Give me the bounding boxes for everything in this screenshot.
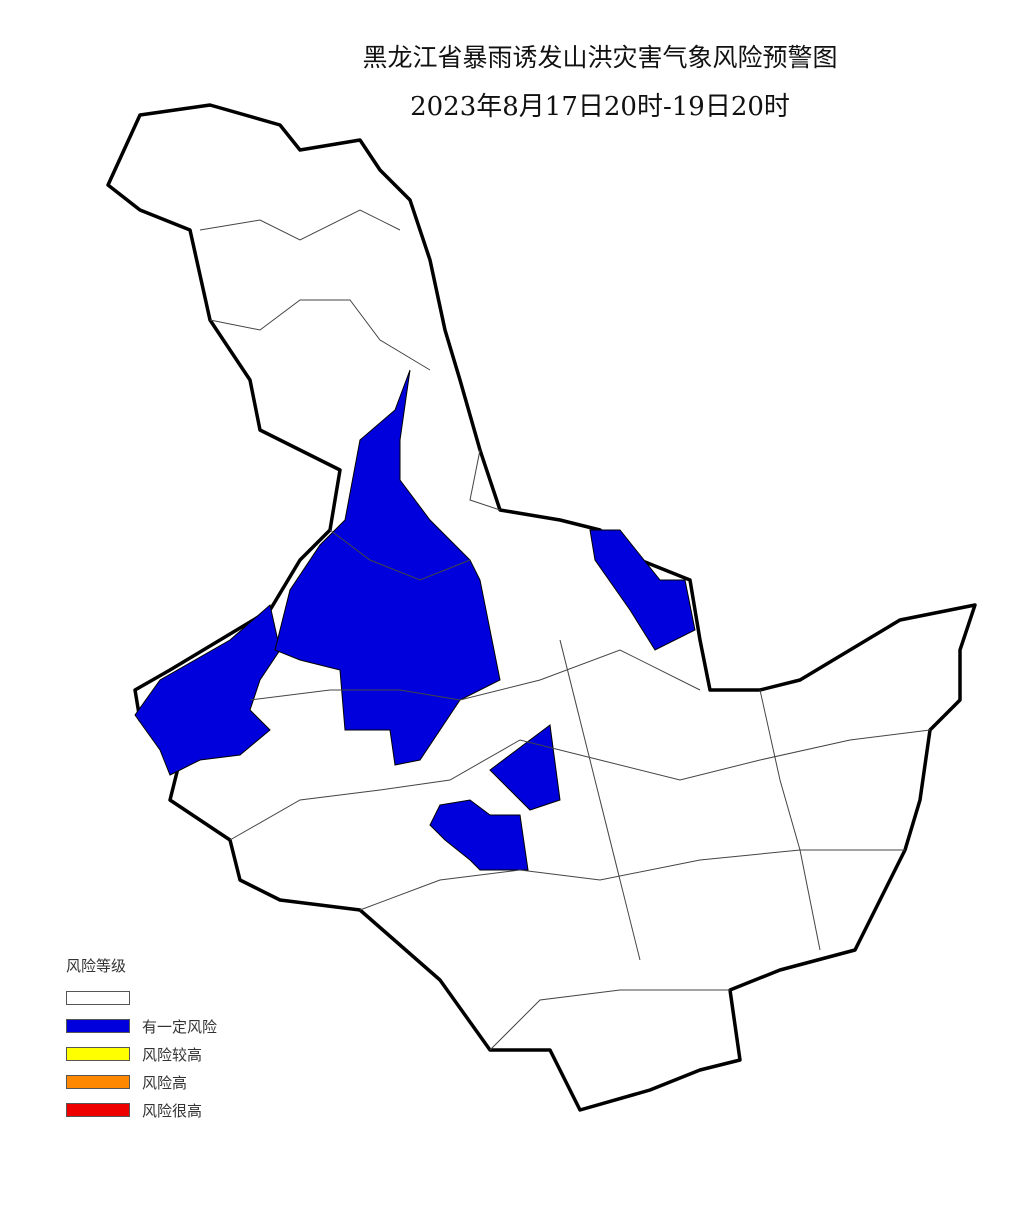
legend-swatch (66, 1047, 130, 1061)
risk-region-south (429, 799, 529, 871)
legend-swatch (66, 1075, 130, 1089)
legend-item: 风险高 (66, 1068, 217, 1096)
legend: 风险等级 有一定风险 风险较高 风险高 风险很高 (66, 955, 217, 1124)
map-title: 黑龙江省暴雨诱发山洪灾害气象风险预警图 (362, 43, 838, 72)
county-boundaries (199, 209, 931, 1051)
risk-region-west (134, 604, 281, 776)
legend-label: 风险高 (142, 1073, 188, 1092)
legend-item: 风险很高 (66, 1096, 217, 1124)
legend-swatch (66, 1103, 130, 1117)
legend-title: 风险等级 (66, 957, 127, 975)
map-subtitle: 2023年8月17日20时-19日20时 (410, 92, 790, 122)
risk-region-center (489, 724, 561, 811)
legend-label: 风险很高 (142, 1101, 203, 1120)
province-outline (106, 103, 977, 1112)
legend-item: 有一定风险 (66, 1012, 217, 1040)
legend-item: 风险较高 (66, 1040, 217, 1068)
risk-region-northeast (589, 529, 696, 651)
legend-label: 有一定风险 (142, 1017, 218, 1036)
legend-swatch (66, 991, 130, 1005)
legend-item (66, 984, 217, 1012)
legend-swatch (66, 1019, 130, 1033)
legend-label: 风险较高 (142, 1045, 203, 1064)
